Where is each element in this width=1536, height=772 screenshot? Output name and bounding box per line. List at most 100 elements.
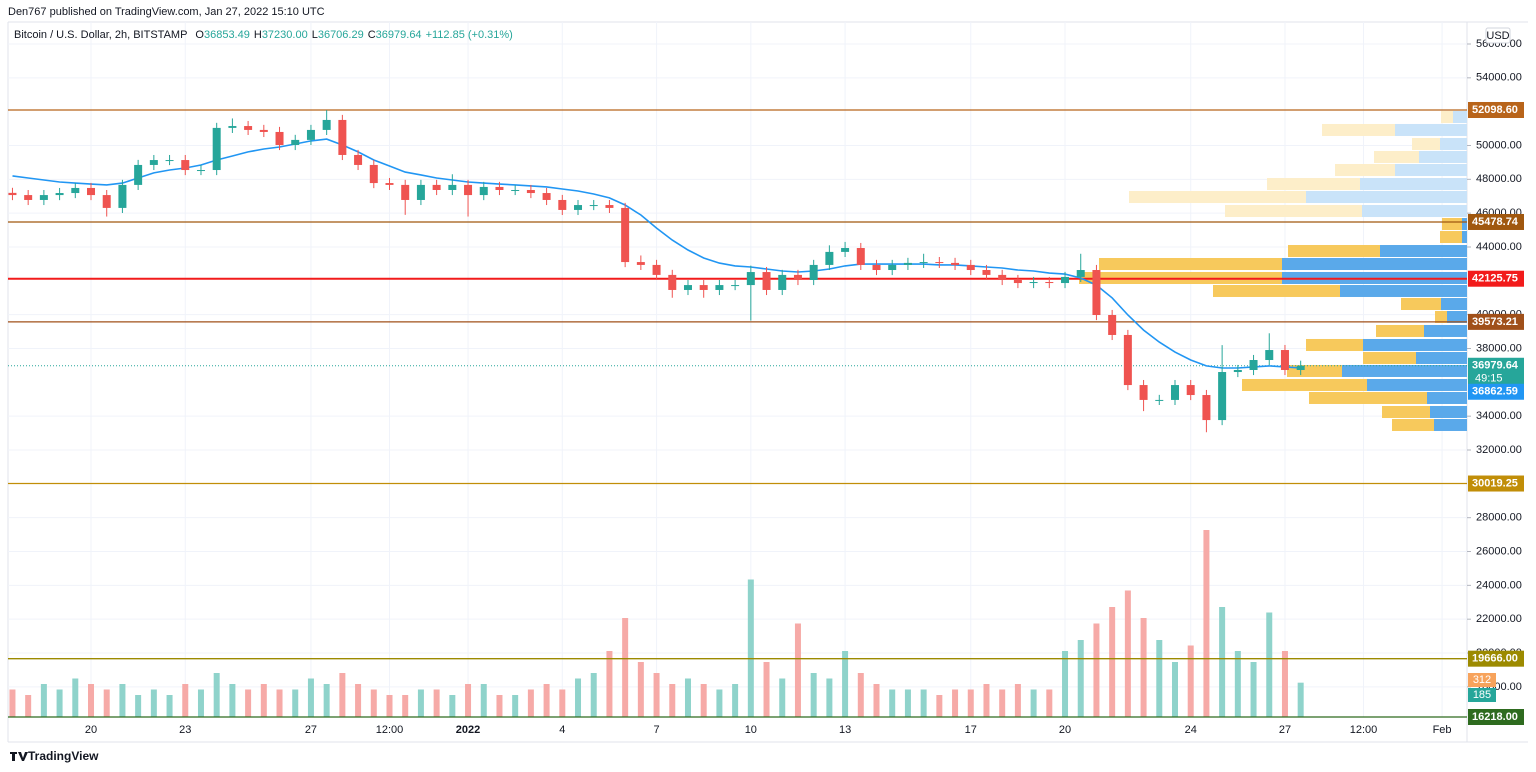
volume-bar [779,678,786,717]
volume-bar [229,684,236,717]
volume-bar [496,695,503,717]
candle-body [102,195,111,208]
x-tick-label: 7 [654,724,660,736]
y-tick-label: 28000.00 [1476,512,1522,524]
brand-logo [10,752,28,761]
volume-bar [857,673,864,717]
profile-up [1099,258,1282,271]
volume-bar [260,684,267,717]
volume-bar [889,689,896,717]
volume-bar [1281,651,1288,717]
profile-up [1441,110,1453,123]
volume-bar [983,684,990,717]
level-box [1468,313,1524,330]
volume-profile [1079,110,1467,431]
profile-down [1363,338,1467,351]
candle-body [652,264,661,275]
candle-body [55,193,64,196]
candle-body [1202,395,1211,421]
volume [9,530,1304,717]
volume-bar [543,684,550,717]
profile-down [1395,123,1467,136]
volume-bar [716,689,723,717]
volume-bar [449,695,456,717]
y-tick-label: 48000.00 [1476,173,1522,185]
profile-down [1430,405,1467,418]
volume-bar [1140,618,1147,717]
volume-bar [88,684,95,717]
volume-label-box [1468,688,1496,702]
volume-bar [119,684,126,717]
legend-key: H [254,29,262,41]
candle-body [589,205,598,207]
volume-bar [103,689,110,717]
candle-body [1092,270,1101,316]
legend-change: +112.85 (+0.31%) [426,29,513,41]
volume-bar [1266,612,1273,717]
candle-body [385,183,394,185]
candle-body [1061,276,1070,284]
volume-bar [873,684,880,717]
publisher-line: Den767 published on TradingView.com, Jan… [8,6,325,18]
profile-down [1306,191,1467,204]
volume-bar [1030,689,1037,717]
profile-down [1380,245,1467,258]
profile-up [1376,324,1424,337]
legend: Bitcoin / U.S. Dollar, 2h, BITSTAMP O3685… [14,29,513,41]
level-box [1468,475,1524,492]
profile-up [1129,191,1306,204]
candle-body [1170,385,1179,400]
candle-body [856,248,865,265]
last-price-label: 36979.64 [1472,360,1519,372]
volume-label: 312 [1473,674,1491,686]
volume-bar [1046,689,1053,717]
volume-bar [386,695,393,717]
legend-key: L [312,29,318,41]
level-label: 45478.74 [1472,216,1519,228]
profile-up [1374,150,1419,163]
candle-body [369,164,378,184]
candle-body [683,285,692,290]
legend-value: 36706.29 [318,29,364,41]
candle-body [731,285,740,287]
profile-down [1424,324,1467,337]
candle-body [401,184,410,200]
candle-body [1155,399,1164,401]
volume-bar [1171,662,1178,717]
countdown: 49:15 [1475,373,1503,385]
profile-down [1434,418,1467,431]
volume-bar [920,689,927,717]
level-label: 42125.75 [1472,273,1518,285]
level-label: 16218.00 [1472,711,1518,723]
candle-body [8,192,17,196]
candle-body [951,262,960,265]
x-tick-label: 13 [839,724,851,736]
candle-body [118,184,127,208]
volume-bar [732,684,739,717]
volume-bar [1234,651,1241,717]
volume-bar [653,673,660,717]
profile-up [1392,418,1434,431]
profile-down [1427,391,1467,404]
volume-bar [1093,623,1100,717]
profile-down [1367,378,1467,391]
x-tick-label: 27 [305,724,317,736]
profile-up [1335,164,1395,177]
volume-bar [355,684,362,717]
profile-down [1342,364,1467,377]
volume-bar [669,684,676,717]
volume-bar [747,579,754,717]
candle-body [1013,279,1022,284]
x-tick-label: 24 [1185,724,1197,736]
y-tick-label: 54000.00 [1476,72,1522,84]
candle-body [165,160,174,162]
volume-bar [417,689,424,717]
x-tick-label: 17 [965,724,977,736]
volume-bar [606,651,613,717]
candle-body [511,189,520,191]
candle-body [919,262,928,264]
volume-bar [276,689,283,717]
x-tick-label: 12:00 [1350,724,1378,736]
y-tick-label: 22000.00 [1476,613,1522,625]
